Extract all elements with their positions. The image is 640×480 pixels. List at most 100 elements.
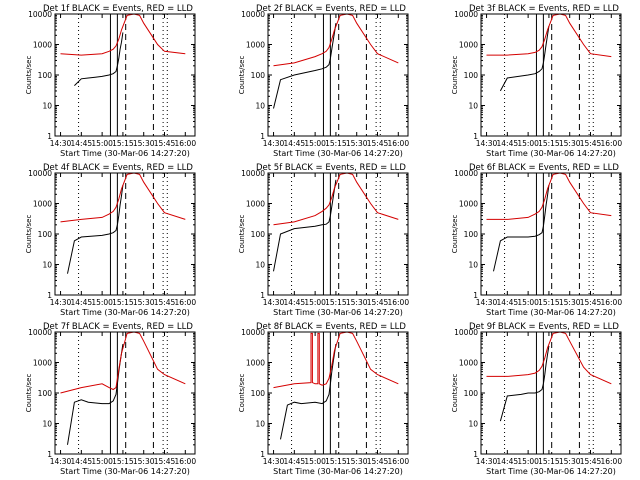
- x-tick-label: 14:30: [263, 457, 285, 466]
- x-tick-label: 15:45: [367, 139, 389, 148]
- y-tick-label: 10000: [454, 169, 478, 178]
- y-tick-label: 1000: [33, 359, 52, 368]
- y-tick-label: 1000: [459, 359, 478, 368]
- x-tick-label: 15:30: [559, 298, 581, 307]
- events-series: [67, 185, 124, 274]
- x-tick-label: 15:15: [325, 139, 347, 148]
- detector-panel: Det 6f BLACK = Events, RED = LLD 1 10 100 10…: [451, 163, 622, 317]
- y-axis-title: Counts/sec: [451, 56, 459, 95]
- y-tick-label: 1: [473, 450, 478, 459]
- x-axis-title: Start Time (30-Mar-06 14:27:20): [60, 308, 190, 317]
- y-tick-label: 100: [464, 230, 479, 239]
- y-tick-label: 1: [260, 291, 265, 300]
- y-tick-label: 10000: [28, 10, 52, 19]
- panel-title: Det 6f BLACK = Events, RED = LLD: [469, 163, 619, 173]
- panel-title: Det 7f BLACK = Events, RED = LLD: [43, 322, 193, 332]
- y-tick-label: 10000: [241, 169, 265, 178]
- x-tick-label: 14:30: [476, 298, 498, 307]
- events-series: [74, 32, 124, 86]
- plot-frame: [267, 13, 409, 137]
- lld-series: [486, 13, 612, 58]
- x-tick-label: 15:00: [91, 298, 113, 307]
- x-tick-label: 15:15: [112, 457, 134, 466]
- x-tick-label: 16:00: [600, 457, 622, 466]
- y-tick-label: 10: [255, 420, 265, 429]
- x-axis-title: Start Time (30-Mar-06 14:27:20): [486, 308, 616, 317]
- x-tick-label: 15:15: [538, 139, 560, 148]
- x-tick-label: 14:30: [50, 139, 72, 148]
- detector-panel: Det 9f BLACK = Events, RED = LLD 1 10 100 10…: [451, 322, 622, 476]
- x-axis-title: Start Time (30-Mar-06 14:27:20): [60, 467, 190, 476]
- events-series: [280, 344, 337, 440]
- x-tick-label: 15:45: [154, 139, 176, 148]
- y-tick-label: 100: [251, 71, 266, 80]
- x-tick-label: 15:15: [325, 298, 347, 307]
- y-axis-title: Counts/sec: [25, 56, 33, 95]
- panel-title: Det 3f BLACK = Events, RED = LLD: [469, 4, 619, 14]
- y-axis-title: Counts/sec: [25, 374, 33, 413]
- x-tick-label: 15:45: [154, 457, 176, 466]
- plot-frame: [54, 331, 196, 455]
- x-tick-label: 15:00: [304, 298, 326, 307]
- x-axis-title: Start Time (30-Mar-06 14:27:20): [273, 467, 403, 476]
- y-tick-label: 1: [47, 450, 52, 459]
- x-tick-label: 16:00: [600, 298, 622, 307]
- y-tick-label: 10: [42, 102, 52, 111]
- panel-title: Det 4f BLACK = Events, RED = LLD: [43, 163, 193, 173]
- x-axis-title: Start Time (30-Mar-06 14:27:20): [60, 149, 190, 158]
- detector-panel: Det 5f BLACK = Events, RED = LLD 1 10 100 10…: [238, 163, 409, 317]
- x-tick-label: 16:00: [174, 298, 196, 307]
- lld-series: [273, 172, 399, 226]
- x-tick-label: 15:30: [133, 139, 155, 148]
- events-series: [493, 185, 550, 272]
- x-tick-label: 14:45: [497, 139, 519, 148]
- y-tick-label: 1: [47, 291, 52, 300]
- panel-title: Det 8f BLACK = Events, RED = LLD: [256, 322, 406, 332]
- y-tick-label: 1000: [246, 41, 265, 50]
- detector-panel: Det 3f BLACK = Events, RED = LLD 1 10 100 10…: [451, 4, 622, 158]
- x-tick-label: 15:15: [325, 457, 347, 466]
- y-tick-label: 100: [38, 230, 53, 239]
- x-tick-label: 15:45: [580, 139, 602, 148]
- y-tick-label: 10: [468, 102, 478, 111]
- y-axis-title: Counts/sec: [25, 215, 33, 254]
- detector-panel: Det 7f BLACK = Events, RED = LLD 1 10 100 10…: [25, 322, 196, 476]
- y-tick-label: 1000: [246, 200, 265, 209]
- x-tick-label: 15:15: [538, 298, 560, 307]
- x-tick-label: 14:45: [71, 457, 93, 466]
- y-axis-title: Counts/sec: [451, 374, 459, 413]
- x-tick-label: 14:45: [284, 139, 306, 148]
- x-tick-label: 15:30: [133, 457, 155, 466]
- y-tick-label: 1000: [459, 41, 478, 50]
- y-tick-label: 100: [251, 230, 266, 239]
- lld-series: [60, 331, 186, 394]
- x-tick-label: 15:00: [517, 457, 539, 466]
- x-tick-label: 15:45: [367, 457, 389, 466]
- y-axis-title: Counts/sec: [238, 215, 246, 254]
- detector-panel: Det 1f BLACK = Events, RED = LLD 1 10 100 10…: [25, 4, 196, 158]
- panel-title: Det 2f BLACK = Events, RED = LLD: [256, 4, 406, 14]
- y-tick-label: 1: [47, 132, 52, 141]
- y-tick-label: 10000: [241, 328, 265, 337]
- y-tick-label: 100: [38, 389, 53, 398]
- x-tick-label: 14:30: [263, 298, 285, 307]
- y-tick-label: 10: [42, 261, 52, 270]
- x-tick-label: 15:15: [112, 139, 134, 148]
- y-tick-label: 10000: [454, 10, 478, 19]
- x-tick-label: 14:30: [50, 298, 72, 307]
- y-tick-label: 1: [473, 291, 478, 300]
- x-tick-label: 15:00: [304, 139, 326, 148]
- y-tick-label: 10000: [241, 10, 265, 19]
- y-tick-label: 10: [468, 261, 478, 270]
- x-tick-label: 15:00: [91, 457, 113, 466]
- y-tick-label: 1: [473, 132, 478, 141]
- x-tick-label: 16:00: [600, 139, 622, 148]
- x-tick-label: 14:30: [263, 139, 285, 148]
- y-tick-label: 1000: [459, 200, 478, 209]
- detector-panel: Det 8f BLACK = Events, RED = LLD 1 10 100 10…: [238, 322, 409, 476]
- x-tick-label: 16:00: [174, 139, 196, 148]
- x-tick-label: 14:45: [284, 457, 306, 466]
- detector-panel: Det 4f BLACK = Events, RED = LLD 1 10 100 10…: [25, 163, 196, 317]
- x-tick-label: 14:45: [497, 298, 519, 307]
- x-axis-title: Start Time (30-Mar-06 14:27:20): [273, 149, 403, 158]
